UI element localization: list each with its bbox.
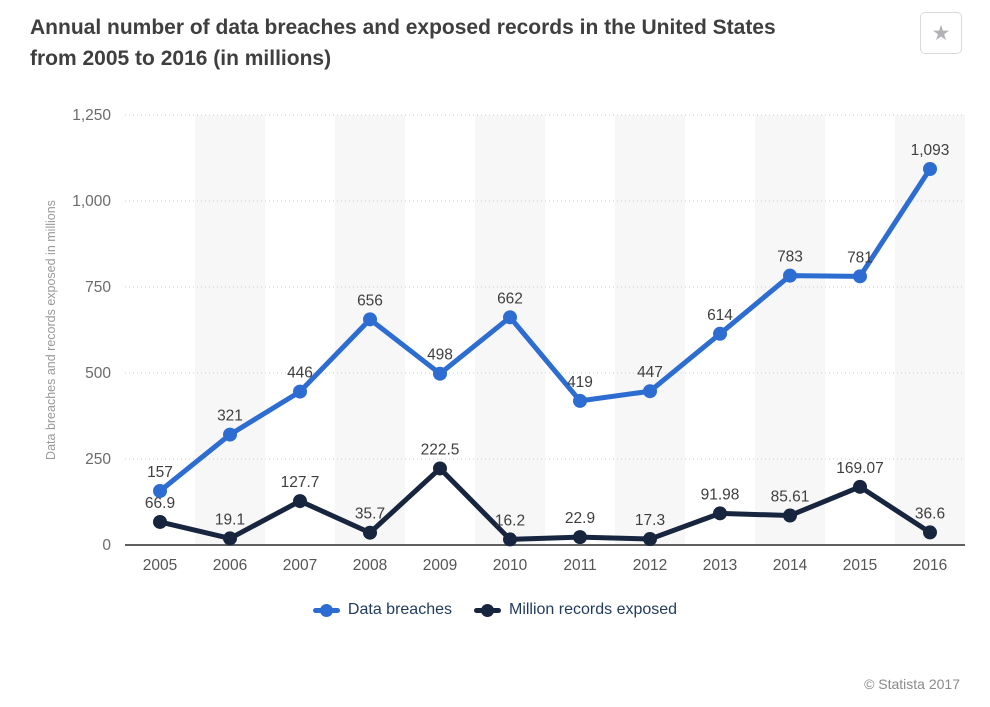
data-label: 16.2 [495,512,525,529]
data-point[interactable] [433,461,447,476]
x-tick-label: 2009 [423,557,457,574]
data-label: 498 [427,347,453,364]
data-label: 1,093 [911,142,950,159]
data-point[interactable] [293,384,307,399]
data-point[interactable] [923,162,937,177]
column-band [195,115,265,545]
data-label: 419 [567,374,593,391]
data-label: 446 [287,365,313,382]
line-chart: 0 250 500 750 1,000 1,250 2005 2006 2007 2008 2009… [44,107,965,574]
data-point[interactable] [363,312,377,327]
data-label: 17.3 [635,512,665,529]
page-title-line-2: from 2005 to 2016 (in millions) [30,47,332,70]
data-label: 22.9 [565,510,595,527]
data-label: 35.7 [355,506,385,523]
star-icon: ★ [931,21,951,45]
page-title-line-1: Annual number of data breaches and expos… [30,16,776,39]
data-label: 85.61 [771,489,810,506]
data-label: 783 [777,249,803,266]
data-point[interactable] [153,514,167,529]
legend-marker [473,603,501,617]
y-axis-title: Data breaches and records exposed in mil… [44,200,58,460]
x-tick-label: 2014 [773,557,808,574]
legend-label: Data breaches [347,601,452,618]
data-point[interactable] [223,427,237,442]
x-tick-label: 2008 [353,557,387,574]
column-band [755,115,825,545]
data-point[interactable] [643,384,657,399]
data-label: 19.1 [215,511,245,528]
series-line [157,465,933,542]
copyright: © Statista 2017 [864,676,960,692]
x-tick-label: 2015 [843,557,877,574]
data-point[interactable] [783,268,797,283]
data-label: 447 [637,364,663,381]
data-point[interactable] [713,326,727,341]
data-label: 781 [847,249,873,266]
data-label: 321 [217,408,243,425]
data-point[interactable] [853,269,867,284]
x-tick-label: 2016 [913,557,947,574]
x-tick-label: 2010 [493,557,528,574]
column-band [615,115,685,545]
data-label: 222.5 [421,441,460,458]
x-tick-label: 2005 [143,557,177,574]
x-tick-label: 2012 [633,557,667,574]
data-point[interactable] [573,530,587,545]
data-label: 662 [497,290,523,307]
data-label: 91.98 [701,486,740,503]
data-label: 66.9 [145,495,175,512]
y-tick-label: 250 [85,451,111,468]
y-tick-label: 1,250 [72,107,111,124]
data-point[interactable] [503,310,517,325]
y-tick-label: 750 [85,279,111,296]
data-label: 127.7 [281,474,320,491]
data-point[interactable] [503,532,517,547]
column-band [335,115,405,545]
data-label: 169.07 [836,460,883,477]
legend-label: Million records exposed [508,601,678,618]
x-tick-label: 2007 [283,557,317,574]
data-label: 656 [357,292,383,309]
data-point[interactable] [573,393,587,408]
data-point[interactable] [363,525,377,540]
data-point[interactable] [923,525,937,540]
data-point[interactable] [853,479,867,494]
data-point[interactable] [783,508,797,523]
chart-legend: Data breaches Million records exposed [0,601,990,619]
y-tick-label: 1,000 [72,193,111,210]
chart-header: Annual number of data breaches and expos… [0,0,990,74]
data-point[interactable] [713,506,727,521]
data-point[interactable] [293,494,307,509]
column-band [475,115,545,545]
data-label: 157 [147,464,173,481]
column-band [895,115,965,545]
legend-item-million-records-exposed[interactable]: Million records exposed [473,601,678,619]
legend-marker [312,603,340,617]
data-point[interactable] [643,532,657,547]
y-tick-label: 0 [102,537,111,554]
legend-item-data-breaches[interactable]: Data breaches [312,601,452,619]
data-label: 614 [707,307,733,324]
y-tick-label: 500 [85,365,111,382]
data-point[interactable] [433,366,447,381]
data-label: 36.6 [915,505,945,522]
x-tick-label: 2006 [213,557,247,574]
favorite-button[interactable]: ★ [920,12,962,54]
x-tick-label: 2013 [703,557,737,574]
data-point[interactable] [223,531,237,546]
series-line [157,166,933,494]
data-point[interactable] [153,483,167,498]
x-tick-label: 2011 [563,557,596,574]
page-title: Annual number of data breaches and expos… [30,12,776,74]
